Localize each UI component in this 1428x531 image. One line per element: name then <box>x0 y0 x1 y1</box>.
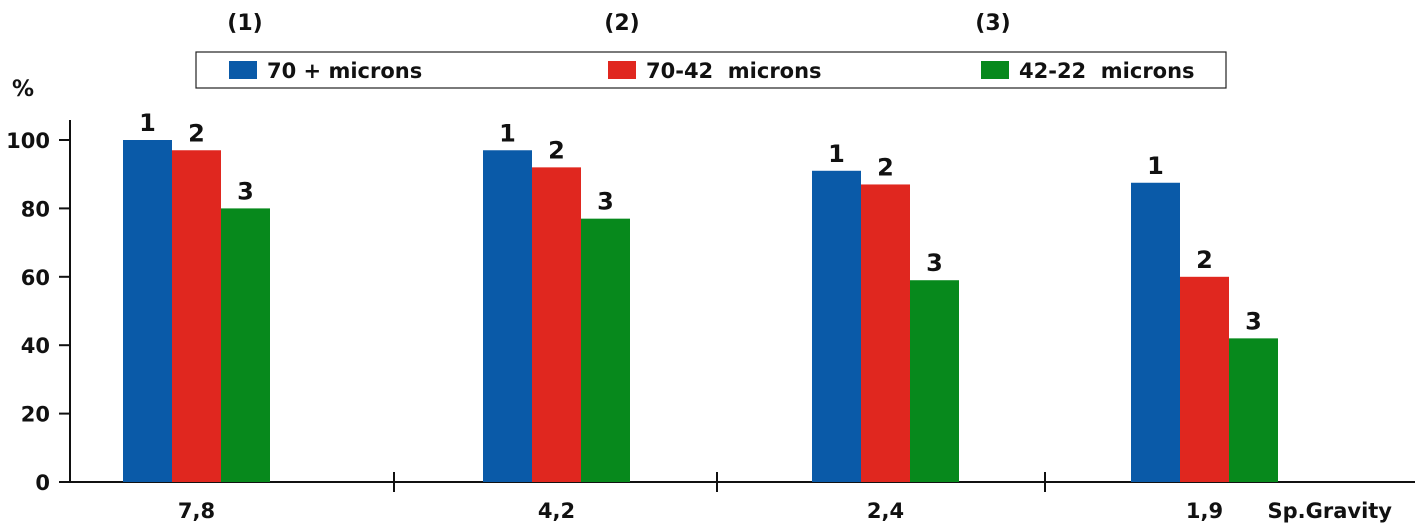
bar <box>483 150 532 482</box>
bar-series-label: 2 <box>188 119 205 147</box>
series-header: (3) <box>975 11 1010 36</box>
bar <box>532 167 581 483</box>
series-header: (1) <box>227 11 262 36</box>
bar-series-label: 2 <box>548 136 565 164</box>
bar-series-label: 2 <box>1196 246 1213 274</box>
x-category-label: 1,9 <box>1186 499 1223 523</box>
x-category-label: 4,2 <box>538 499 575 523</box>
bar-series-label: 1 <box>499 119 516 147</box>
bar-series-label: 2 <box>877 153 894 181</box>
bar <box>581 218 630 482</box>
legend-swatch <box>981 61 1009 79</box>
y-tick-label: 0 <box>35 471 50 495</box>
legend-swatch <box>608 61 636 79</box>
bar <box>812 170 861 482</box>
y-tick-label: 60 <box>21 266 50 290</box>
y-tick-label: 100 <box>6 129 50 153</box>
legend-box <box>195 51 1227 89</box>
bar-series-label: 1 <box>1147 152 1164 180</box>
legend-label: 42-22 microns <box>1019 59 1195 83</box>
bar-series-label: 3 <box>926 249 943 277</box>
bar-series-label: 3 <box>597 188 614 216</box>
bars: 1 2 3 7,8 1 2 3 4,2 1 2 3 2,4 1 2 3 1,9 <box>123 109 1278 523</box>
legend-label: 70 + microns <box>267 59 422 83</box>
legend-label: 70-42 microns <box>646 59 822 83</box>
x-category-label: 2,4 <box>867 499 904 523</box>
bar-series-label: 1 <box>139 109 156 137</box>
bar <box>172 150 221 482</box>
x-category-label: 7,8 <box>178 499 215 523</box>
bar-series-label: 3 <box>237 177 254 205</box>
legend: (1)70 + microns (2) 70-42 microns (3) 42-22 … <box>227 11 1194 83</box>
bar <box>1229 338 1278 482</box>
bar <box>861 184 910 482</box>
bar <box>221 208 270 482</box>
bar-series-label: 3 <box>1245 307 1262 335</box>
y-tick-label: 20 <box>21 403 50 427</box>
bar <box>1180 276 1229 482</box>
bar <box>910 280 959 482</box>
series-header: (2) <box>604 11 639 36</box>
y-axis-label: % <box>12 77 34 102</box>
y-ticks: 0 20 40 60 80 100 <box>6 129 1046 495</box>
bar-series-label: 1 <box>828 140 845 168</box>
y-tick-label: 40 <box>21 334 50 358</box>
bar <box>1131 182 1180 482</box>
legend-swatch <box>229 61 257 79</box>
y-tick-label: 80 <box>21 197 50 221</box>
bar <box>123 140 172 482</box>
x-axis-label: Sp.Gravity <box>1267 499 1392 523</box>
